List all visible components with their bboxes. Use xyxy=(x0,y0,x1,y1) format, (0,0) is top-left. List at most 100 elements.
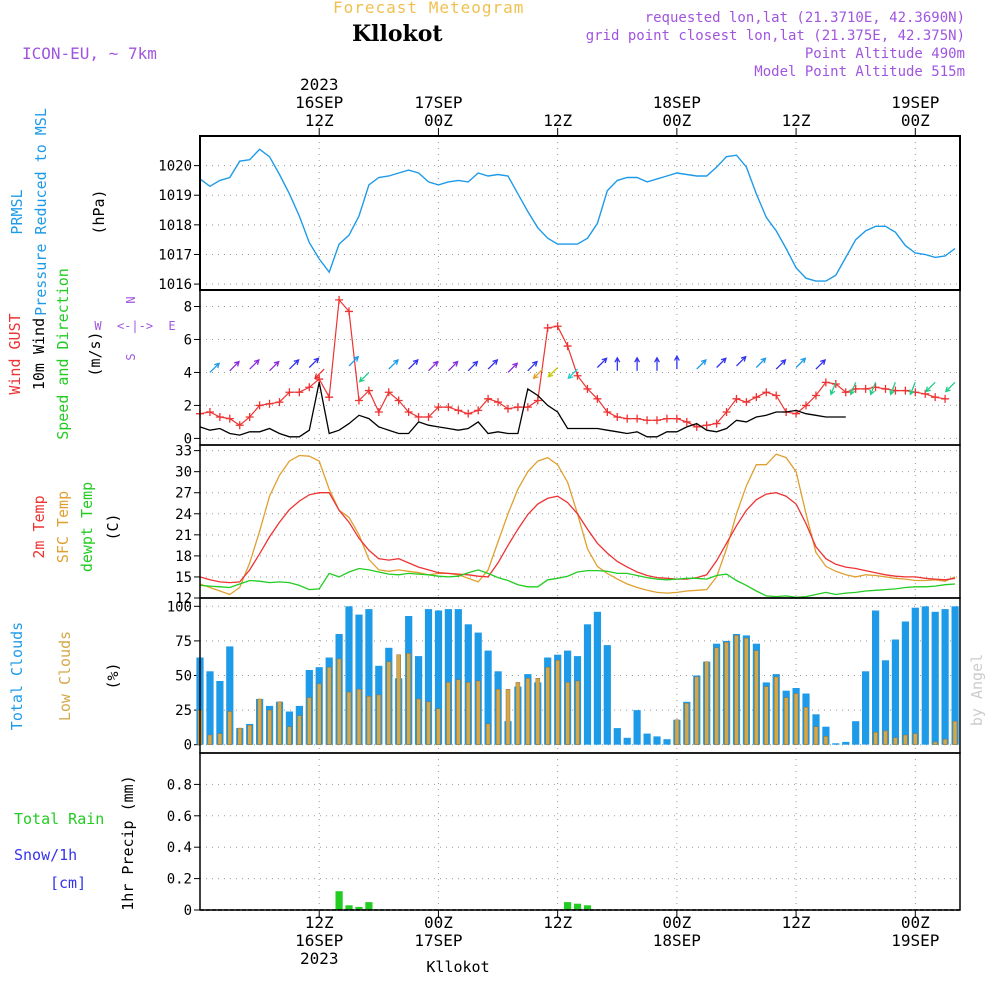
total-cloud-bar xyxy=(643,733,651,745)
temp-2m-line xyxy=(199,492,956,584)
panel-frame xyxy=(199,289,961,446)
gust-marker xyxy=(633,414,642,423)
low-cloud-bar xyxy=(932,741,938,745)
wind-arrow xyxy=(654,356,660,371)
wind-arrow xyxy=(869,382,877,396)
total-cloud-bar xyxy=(434,610,443,745)
y-tick-label: 1019 xyxy=(158,188,192,204)
total-cloud-bar xyxy=(345,606,353,745)
low-cloud-bar xyxy=(823,736,829,745)
gust-marker xyxy=(235,421,244,430)
low-cloud-bar xyxy=(446,682,451,745)
wind-arrow xyxy=(288,359,300,370)
gust-marker xyxy=(295,388,304,397)
y-tick-label: 0.8 xyxy=(167,777,192,793)
y-tick-label: 21 xyxy=(175,528,192,544)
low-cloud-bar xyxy=(724,642,729,745)
rain-bar xyxy=(564,902,572,910)
rain-bar xyxy=(583,905,592,910)
wind-arrow xyxy=(775,359,787,370)
gridpoint-coords: grid point closest lon,lat (21.375E, 42.… xyxy=(585,28,965,44)
low-cloud-bar xyxy=(704,661,709,745)
gust-marker xyxy=(424,412,433,421)
wind-arrow xyxy=(269,360,280,372)
time-label-bottom: 12Z xyxy=(782,913,811,932)
time-label-bottom: 2023 xyxy=(300,949,339,968)
y-tick-label: 15 xyxy=(175,570,192,586)
wind-arrow xyxy=(408,359,419,370)
gust-marker xyxy=(573,371,582,380)
total-cloud-bar xyxy=(921,606,929,745)
low-cloud-bar xyxy=(545,666,550,745)
total-cloud-bar xyxy=(663,739,671,745)
time-label-bottom: 19SEP xyxy=(891,931,939,950)
gust-marker xyxy=(682,417,691,426)
low-cloud-bar xyxy=(287,726,292,745)
wind-arrow xyxy=(736,355,747,367)
total-cloud-bar xyxy=(216,681,224,745)
time-label-bottom: 12Z xyxy=(543,913,572,932)
wind-unit: (m/s) xyxy=(86,331,104,376)
total-cloud-bar xyxy=(583,624,592,745)
low-cloud-bar xyxy=(575,680,580,745)
low-cloud-bar xyxy=(307,697,312,745)
y-tick-label: 12 xyxy=(175,591,192,607)
total-cloud-bar xyxy=(653,736,661,745)
gust-marker xyxy=(474,406,483,415)
low-cloud-bar xyxy=(227,711,233,745)
low-cloud-bar xyxy=(485,723,491,745)
gust-marker xyxy=(513,403,522,412)
gust-marker xyxy=(662,414,671,423)
low-cloud-bar xyxy=(247,725,252,745)
sfc-temp-line xyxy=(199,453,956,596)
low-cloud-bar xyxy=(565,682,570,745)
gust-marker xyxy=(404,408,413,417)
low-cloud-bar xyxy=(813,726,819,745)
clouds-unit: (%) xyxy=(104,662,122,689)
total-clouds-label: Total Clouds xyxy=(8,622,26,730)
total-cloud-bar xyxy=(365,609,373,745)
y-tick-label: 0 xyxy=(184,903,192,919)
time-label-top: 19SEP xyxy=(891,93,939,112)
rain-bar xyxy=(355,906,363,910)
total-cloud-bar xyxy=(603,645,611,745)
low-cloud-bar xyxy=(475,680,481,745)
wind-arrow xyxy=(527,360,538,372)
model-name: ICON-EU, ~ 7km xyxy=(22,44,157,63)
low-cloud-bar xyxy=(793,693,799,745)
total-cloud-bar xyxy=(206,671,214,745)
wind-arrow xyxy=(249,359,260,370)
y-tick-label: 100 xyxy=(167,599,192,615)
low-cloud-bar xyxy=(803,707,809,745)
low-cloud-bar xyxy=(217,733,223,745)
gust-marker xyxy=(712,419,721,428)
low-cloud-bar xyxy=(952,720,958,745)
compass-east: E xyxy=(168,319,175,333)
wind-arrow xyxy=(716,357,727,368)
gust-marker xyxy=(762,388,771,397)
low-cloud-bar xyxy=(356,689,362,745)
wind-arrow xyxy=(358,371,370,383)
low-cloud-bar xyxy=(257,698,262,745)
total-cloud-bar xyxy=(951,606,959,745)
gust-marker xyxy=(315,375,324,384)
pressure-unit: (hPa) xyxy=(90,189,108,234)
wind-arrow xyxy=(428,360,439,372)
gust-marker xyxy=(543,323,552,332)
y-tick-label: 33 xyxy=(175,444,192,460)
pressure-label: Pressure Reduced to MSL xyxy=(32,108,50,316)
total-cloud-bar xyxy=(454,609,462,745)
gust-marker xyxy=(603,408,612,417)
time-label-top: 16SEP xyxy=(295,93,343,112)
wind-arrow xyxy=(229,360,240,372)
gust-marker xyxy=(494,398,503,407)
total-cloud-bar xyxy=(852,721,860,745)
low-cloud-bar xyxy=(764,686,769,745)
gust-marker xyxy=(652,416,661,425)
y-tick-label: 25 xyxy=(175,703,192,719)
gust-marker xyxy=(305,383,314,392)
wind-line xyxy=(199,382,846,438)
gust-marker xyxy=(921,389,930,398)
compass-arrow: <-|-> xyxy=(117,319,153,333)
gust-marker xyxy=(732,394,741,403)
